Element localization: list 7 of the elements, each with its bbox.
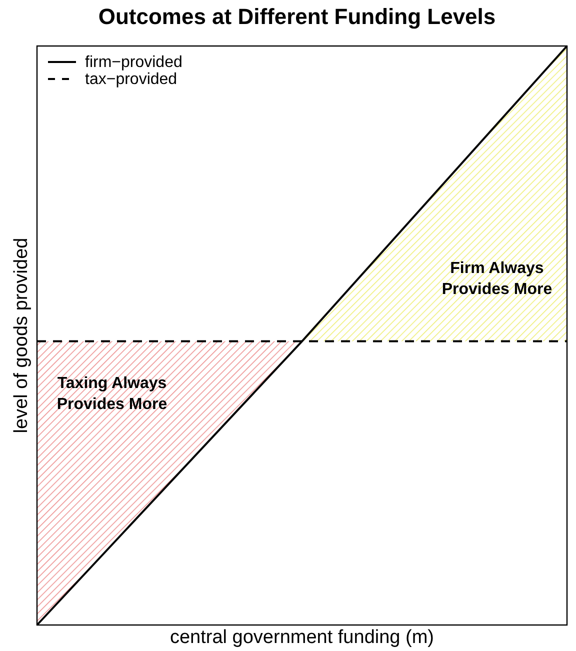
legend-label: tax−provided [85,71,178,88]
x-axis-title: central government funding (m) [170,627,434,648]
annotation: Firm Always Provides More [442,260,552,298]
annotation: Taxing Always Provides More [56,375,168,413]
legend-label: firm−provided [85,54,182,71]
chart-title: Outcomes at Different Funding Levels [98,4,496,29]
y-axis-title: level of goods provided [11,238,32,434]
